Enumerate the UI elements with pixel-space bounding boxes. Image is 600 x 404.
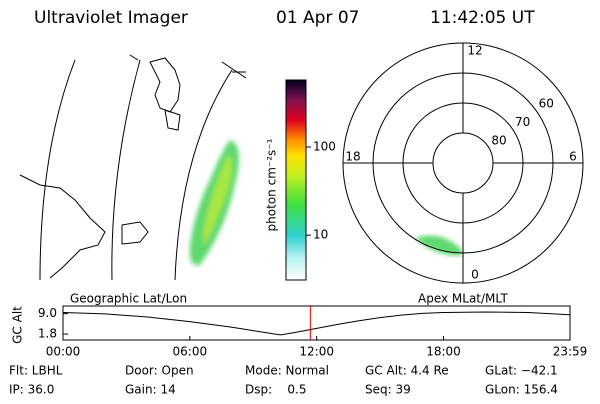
info-field: Seq: 39 xyxy=(365,383,411,397)
mlt-label: 6 xyxy=(569,150,577,164)
info-field: IP: 36.0 xyxy=(9,383,54,397)
instrument: Ultraviolet Imager xyxy=(34,8,188,28)
time: 11:42:05 UT xyxy=(430,8,535,28)
info-field: GC Alt: 4.4 Re xyxy=(365,364,449,378)
geo-image xyxy=(19,54,247,281)
info-field: Door: Open xyxy=(125,364,194,378)
latitude-label: 70 xyxy=(515,115,530,129)
latitude-circle xyxy=(432,132,494,194)
x-tick-label: 23:59 xyxy=(553,345,588,359)
colorbar: photon cm⁻²s⁻¹ xyxy=(265,79,307,281)
colorbar-scale xyxy=(285,79,307,281)
y-tick-label: 1.8 xyxy=(38,327,57,341)
x-tick-label: 00:00 xyxy=(46,345,81,359)
colorbar-tick-label: 10 xyxy=(313,228,328,242)
colorbar-label: photon cm⁻²s⁻¹ xyxy=(265,138,279,231)
altitude-plot: GC Alt Geographic Lat/Lon Apex MLat/MLT … xyxy=(11,292,588,359)
latitude-label: 60 xyxy=(539,96,554,110)
mlt-label: 0 xyxy=(471,268,479,282)
x-tick-label: 18:00 xyxy=(426,345,461,359)
y-tick-label: 9.0 xyxy=(38,306,57,320)
info-field: Gain: 14 xyxy=(125,383,176,397)
latitude-label: 80 xyxy=(491,133,506,147)
right-label: Apex MLat/MLT xyxy=(418,292,508,306)
info-field: Mode: Normal xyxy=(245,364,329,378)
y-axis-label: GC Alt xyxy=(11,306,25,344)
altitude-line xyxy=(62,311,571,336)
date: 01 Apr 07 xyxy=(276,8,359,28)
left-label: Geographic Lat/Lon xyxy=(70,292,187,306)
plot-frame xyxy=(62,305,571,341)
x-tick-label: 06:00 xyxy=(173,345,208,359)
colorbar-tick-label: 100 xyxy=(313,139,336,153)
info-field: Flt: LBHL xyxy=(9,364,63,378)
mlt-label: 12 xyxy=(467,44,482,58)
info-field: Dsp: 0.5 xyxy=(245,383,307,397)
x-tick-label: 12:00 xyxy=(299,345,334,359)
info-field: GLat: −42.1 xyxy=(485,364,558,378)
info-field: GLon: 156.4 xyxy=(485,383,558,397)
mlt-label: 18 xyxy=(345,150,360,164)
